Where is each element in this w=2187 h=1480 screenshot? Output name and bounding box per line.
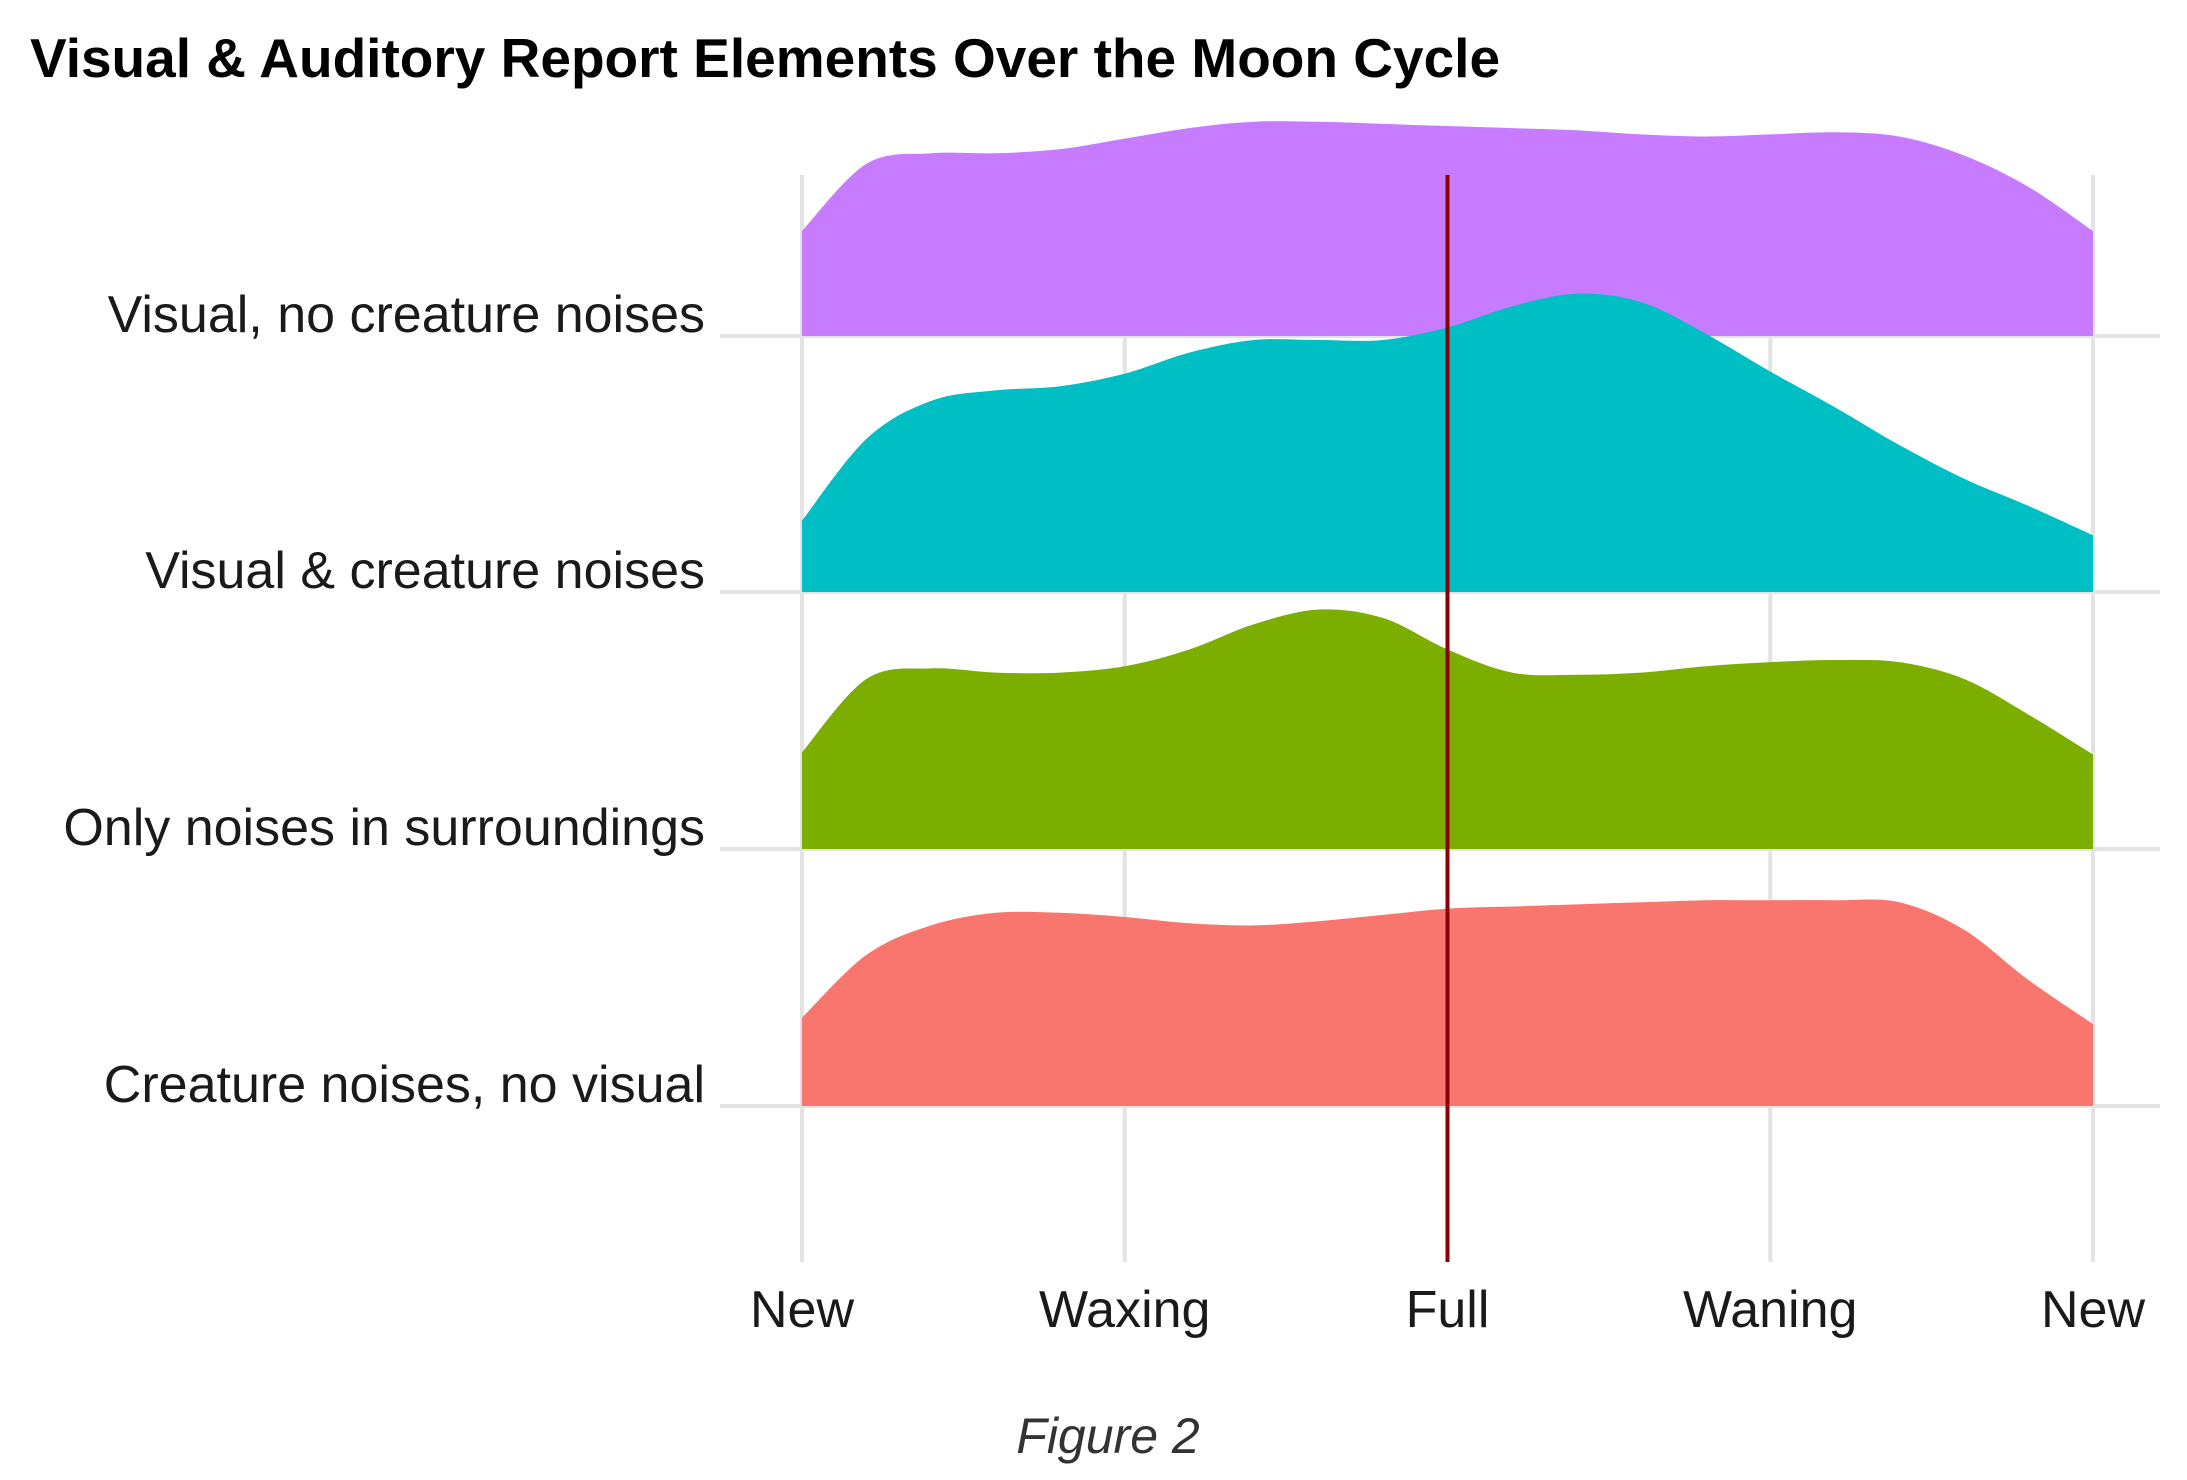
figure-caption: Figure 2 <box>1016 1408 1200 1464</box>
ridge-label-visual-no-creature-noises: Visual, no creature noises <box>108 286 705 344</box>
x-tick-label-2: Full <box>1406 1281 1490 1339</box>
ridge-labels-layer: Creature noises, no visual Only noises in… <box>63 286 705 1114</box>
x-tick-label-4: New <box>2041 1281 2145 1339</box>
chart-title: Visual & Auditory Report Elements Over t… <box>30 27 1500 89</box>
x-tick-label-0: New <box>750 1281 854 1339</box>
x-tick-labels-layer: New Waxing Full Waning New <box>750 1281 2145 1339</box>
x-tick-label-1: Waxing <box>1039 1281 1210 1339</box>
ridge-label-creature-noises-no-visual: Creature noises, no visual <box>104 1056 705 1114</box>
x-tick-label-3: Waning <box>1683 1281 1857 1339</box>
ridge-label-only-noises-in-surroundings: Only noises in surroundings <box>63 799 705 857</box>
ridge-label-visual-creature-noises: Visual & creature noises <box>145 542 705 600</box>
